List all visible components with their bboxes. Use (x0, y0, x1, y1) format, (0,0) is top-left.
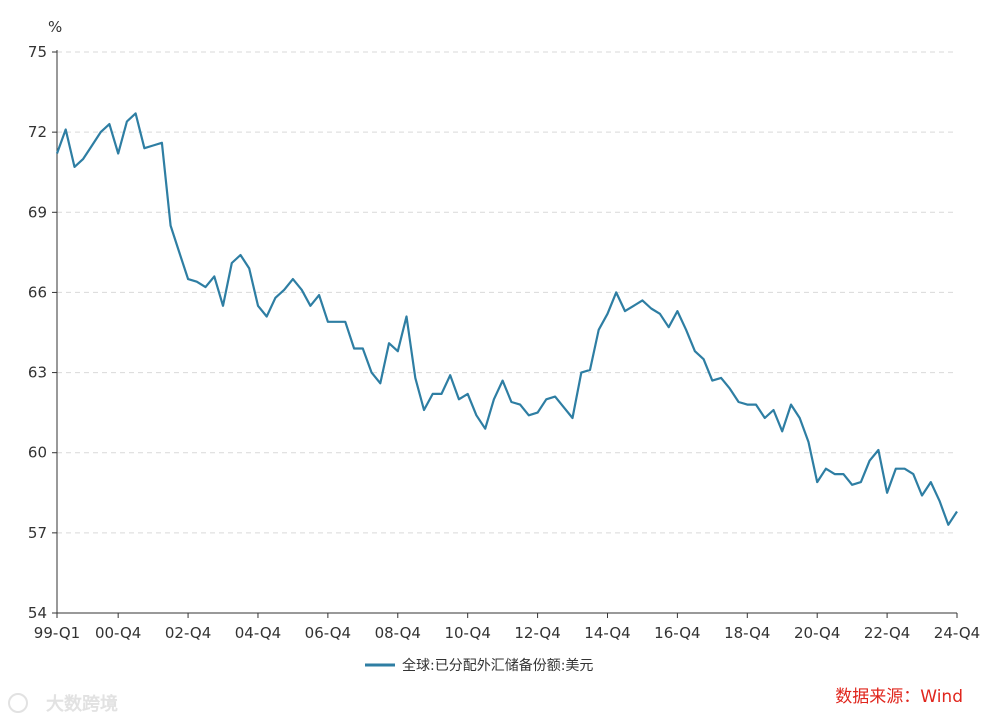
x-tick-label: 02-Q4 (165, 624, 211, 642)
y-axis-unit: % (48, 18, 62, 36)
y-tick-label: 57 (28, 524, 47, 542)
y-tick-label: 54 (28, 604, 47, 622)
legend: 全球:已分配外汇储备份额:美元 (365, 657, 593, 674)
x-tick-label: 04-Q4 (235, 624, 281, 642)
y-tick-label: 72 (28, 123, 47, 141)
x-tick-label: 08-Q4 (375, 624, 421, 642)
watermark: 大数跨境 (8, 693, 118, 715)
watermark-logo-icon (8, 693, 28, 713)
x-tick-label: 06-Q4 (305, 624, 351, 642)
y-tick-label: 63 (28, 364, 47, 382)
x-tick-label: 14-Q4 (584, 624, 630, 642)
x-tick-label: 10-Q4 (444, 624, 490, 642)
x-tick-label: 16-Q4 (654, 624, 700, 642)
x-tick-label: 18-Q4 (724, 624, 770, 642)
y-tick-label: 60 (28, 444, 47, 462)
y-tick-label: 69 (28, 203, 47, 221)
x-tick-label: 24-Q4 (934, 624, 980, 642)
x-tick-label: 22-Q4 (864, 624, 910, 642)
x-axis-ticks: 99-Q1 00-Q4 02-Q4 04-Q4 06-Q4 08-Q4 10-Q4 12-Q4… (34, 613, 980, 642)
grid-lines (57, 51, 957, 534)
axes (56, 50, 957, 614)
series-layer (55, 112, 958, 526)
y-tick-label: 75 (28, 43, 47, 61)
x-tick-label: 12-Q4 (514, 624, 560, 642)
legend-label: 全球:已分配外汇储备份额:美元 (402, 657, 593, 674)
x-tick-label: 20-Q4 (794, 624, 840, 642)
y-axis-ticks: 54 57 60 63 66 69 72 75 (28, 43, 57, 622)
watermark-text: 大数跨境 (46, 693, 118, 715)
y-tick-label: 66 (28, 283, 47, 301)
x-tick-label: 00-Q4 (95, 624, 141, 642)
data-source: 数据来源：Wind (835, 687, 963, 707)
series-line (55, 112, 958, 526)
x-tick-label: 99-Q1 (34, 624, 80, 642)
